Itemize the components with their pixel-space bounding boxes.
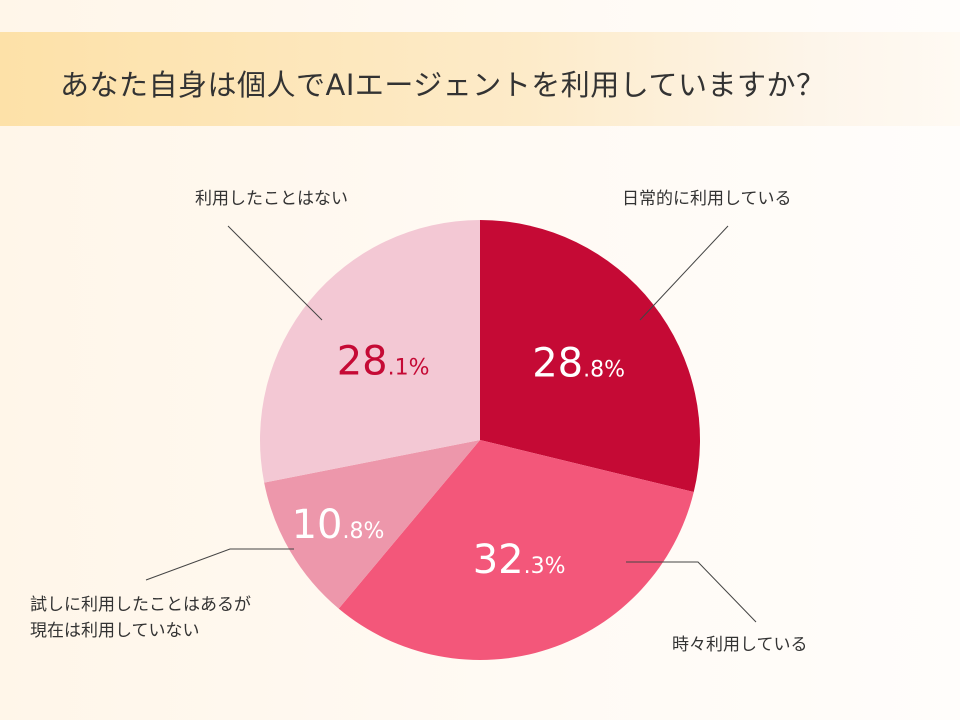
- callout-tried: 試しに利用したことはあるが 現在は利用していない: [30, 592, 251, 644]
- slice-sometimes: [338, 440, 694, 661]
- callout-daily-text: 日常的に利用している: [622, 189, 792, 209]
- pct-label-sometimes: 32.3%: [473, 537, 566, 583]
- chart-title: あなた自身は個人でAIエージェントを利用していますか？: [60, 68, 826, 102]
- leader-sometimes: [626, 561, 757, 623]
- pct-label-tried: 10.8%: [292, 502, 385, 548]
- slice-never: [260, 220, 480, 483]
- slice-daily: [480, 220, 701, 493]
- pct-label-never: 28.1%: [337, 338, 430, 384]
- leader-daily: [639, 225, 729, 321]
- pct-label-daily: 28.8%: [532, 341, 625, 387]
- leader-never: [227, 225, 323, 321]
- callout-sometimes: 時々利用している: [672, 632, 808, 658]
- slice-tried: [264, 440, 480, 609]
- callout-daily: 日常的に利用している: [622, 186, 792, 212]
- callout-tried-line-1: 試しに利用したことはあるが: [30, 595, 251, 615]
- callout-tried-line-2: 現在は利用していない: [30, 621, 200, 641]
- callout-never-text: 利用したことはない: [195, 189, 348, 209]
- leader-tried: [145, 548, 294, 581]
- title-band: [0, 32, 960, 126]
- callout-sometimes-text: 時々利用している: [672, 635, 808, 655]
- callout-never: 利用したことはない: [195, 186, 348, 212]
